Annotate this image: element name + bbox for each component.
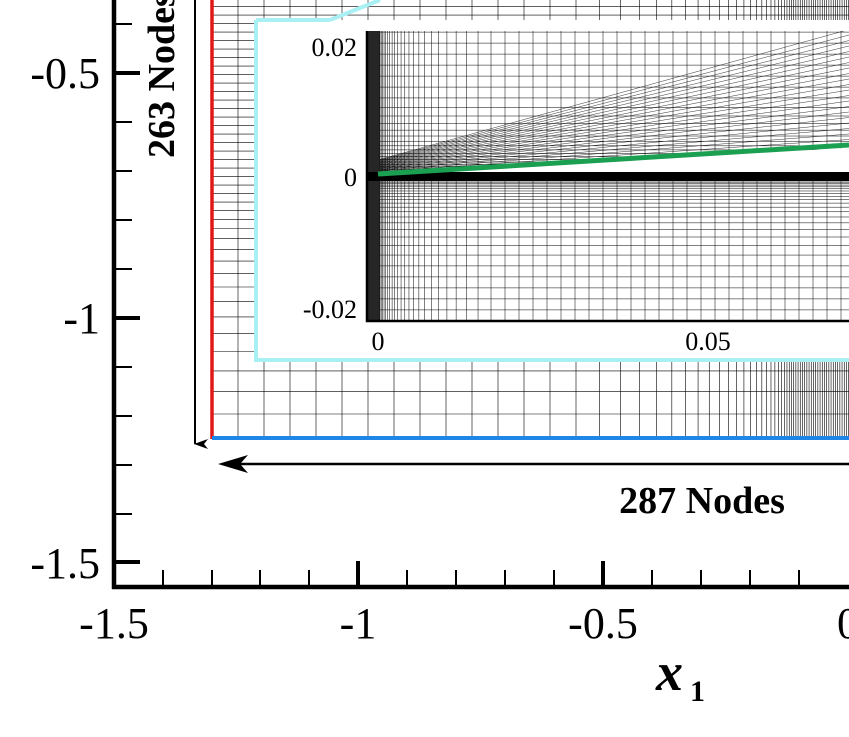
inset-mesh-line [379,117,849,170]
inset-x-tick-label: 0.05 [685,327,731,356]
inset-mesh-line [379,73,849,165]
x-tick-label: -1 [340,599,377,648]
inset-mesh-line [379,95,849,167]
inset-mesh-line [379,31,845,160]
inset-y-tick-label: 0.02 [312,33,358,62]
x-tick-label: 0 [837,599,849,648]
inset-mesh-line [379,40,849,161]
x-tick-label: -1.5 [79,599,149,648]
airfoil-chord-line [367,172,849,181]
vertical-nodes-label: 263 Nodes [141,0,183,158]
inset-mesh-line [379,67,849,164]
inset-mesh-line [379,56,849,163]
inset-y-tick-label: 0 [344,163,357,192]
inset-panel: 0.02 0 -0.02 0 0.05 [254,0,849,362]
airfoil-surface-line [377,142,849,177]
x-axis-title-subscript: 1 [690,675,705,708]
inset-mesh-line [379,84,849,166]
inset-mesh-line [379,100,849,168]
inset-frame [254,18,849,362]
main-axes [111,0,849,590]
x-axis-ticks [162,561,800,587]
inset-mesh-line [379,106,849,168]
inset-mesh-line [379,122,849,170]
x-axis-title: x [655,642,683,702]
y-tick-label: -0.5 [30,49,100,98]
x-tick-label: -0.5 [568,599,638,648]
inset-frame-connector [329,0,381,22]
y-axis-ticks [114,23,140,564]
horizontal-nodes-label: 287 Nodes [619,480,785,522]
inset-y-tick-label: -0.02 [303,295,357,324]
inset-mesh-line [379,45,849,162]
inset-mesh-line [379,78,849,165]
horizontal-arrow-head [218,455,248,473]
inset-mesh-line [379,139,849,172]
inset-mesh-line [379,128,849,171]
y-tick-label: -1 [63,294,100,343]
inset-mesh-line [379,133,849,171]
inset-mesh-line [379,62,849,164]
inset-axes [365,31,849,323]
inset-x-tick-label: 0 [372,327,385,356]
y-tick-label: -1.5 [30,539,100,588]
inset-mesh-line [379,111,849,169]
inset-mesh-line [379,34,849,161]
inset-mesh-line [379,89,849,167]
inset-mesh-line [379,51,849,162]
